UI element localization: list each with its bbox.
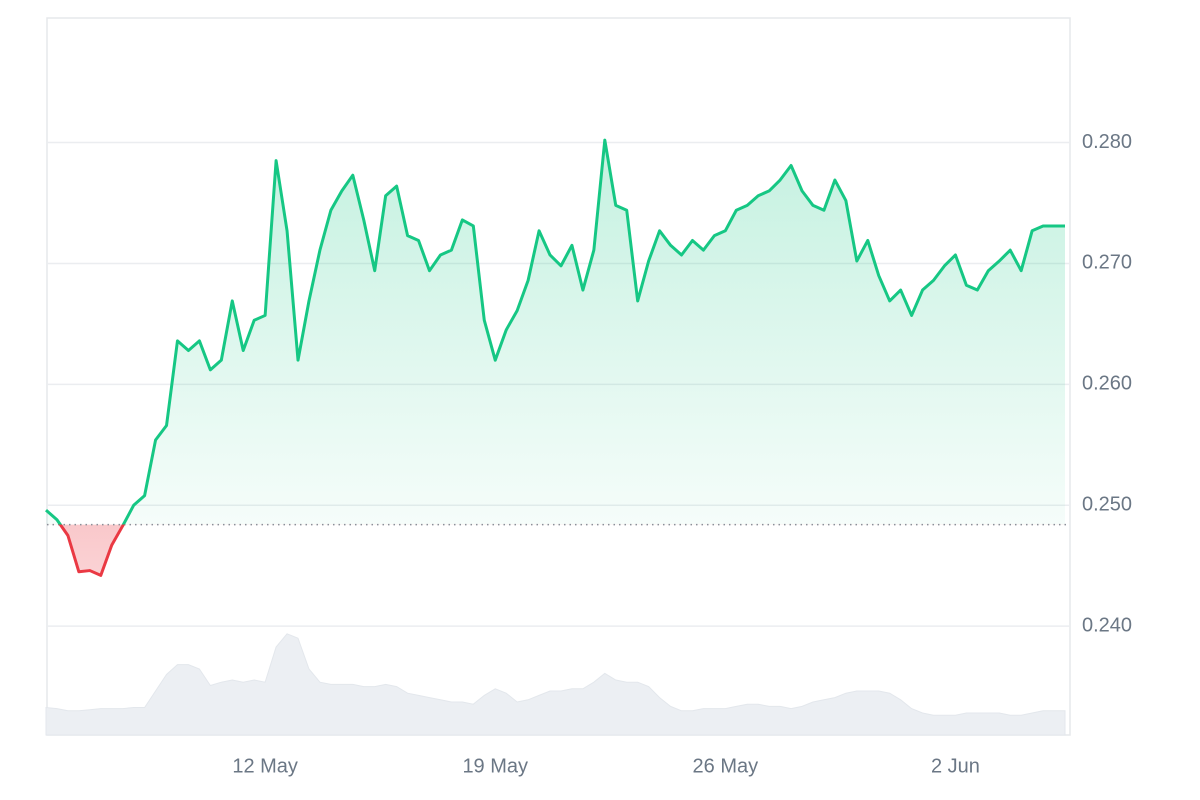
price-line xyxy=(45,138,1065,577)
y-tick-label: 0.280 xyxy=(1082,131,1132,153)
x-tick-label: 2 Jun xyxy=(931,755,980,777)
x-tick-label: 12 May xyxy=(232,755,298,777)
y-tick-label: 0.270 xyxy=(1082,252,1132,274)
y-tick-label: 0.260 xyxy=(1082,373,1132,395)
x-tick-label: 19 May xyxy=(462,755,528,777)
volume-area xyxy=(45,633,1066,736)
y-tick-label: 0.250 xyxy=(1082,494,1132,516)
y-tick-label: 0.240 xyxy=(1082,614,1132,636)
x-tick-label: 26 May xyxy=(693,755,759,777)
price-area xyxy=(46,140,1065,576)
